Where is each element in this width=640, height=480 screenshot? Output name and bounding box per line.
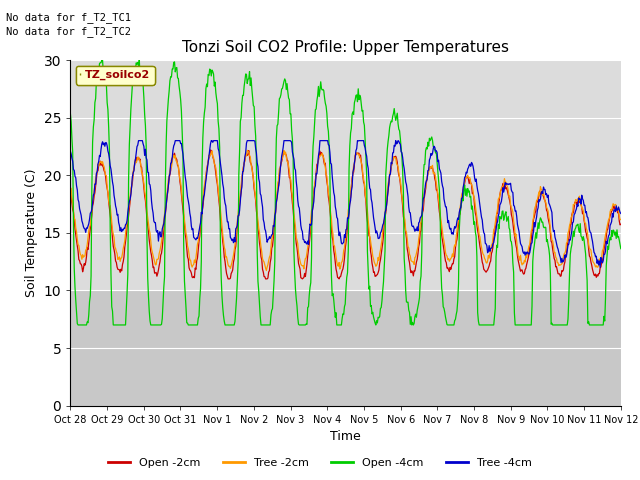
Tree -2cm bbox=[218, 223, 226, 228]
Open -2cm bbox=[207, 147, 214, 153]
Y-axis label: Soil Temperature (C): Soil Temperature (C) bbox=[25, 168, 38, 297]
Tree -2cm bbox=[617, 217, 625, 223]
Tree -4cm bbox=[67, 148, 74, 154]
Tree -2cm bbox=[430, 170, 438, 176]
Open -4cm bbox=[617, 246, 625, 252]
Open -2cm bbox=[133, 155, 141, 160]
Title: Tonzi Soil CO2 Profile: Upper Temperatures: Tonzi Soil CO2 Profile: Upper Temperatur… bbox=[182, 40, 509, 55]
Open -2cm bbox=[77, 261, 84, 267]
Tree -4cm bbox=[190, 234, 198, 240]
Tree -2cm bbox=[77, 252, 84, 257]
Open -4cm bbox=[75, 322, 83, 328]
Open -2cm bbox=[67, 187, 74, 193]
Open -2cm bbox=[617, 221, 625, 227]
Tree -4cm bbox=[134, 138, 142, 144]
Text: No data for f_T2_TC2: No data for f_T2_TC2 bbox=[6, 26, 131, 37]
Tree -4cm bbox=[133, 144, 141, 149]
Open -2cm bbox=[224, 276, 232, 282]
Tree -2cm bbox=[189, 262, 196, 268]
Line: Open -4cm: Open -4cm bbox=[70, 60, 621, 325]
Open -4cm bbox=[220, 313, 227, 319]
Tree -4cm bbox=[596, 264, 604, 270]
Legend: Open -2cm, Tree -2cm, Open -4cm, Tree -4cm: Open -2cm, Tree -2cm, Open -4cm, Tree -4… bbox=[104, 453, 536, 472]
Legend: TZ_soilco2: TZ_soilco2 bbox=[76, 66, 154, 84]
Tree -2cm bbox=[67, 185, 74, 191]
Tree -2cm bbox=[262, 268, 270, 274]
Open -2cm bbox=[414, 251, 422, 257]
Line: Open -2cm: Open -2cm bbox=[70, 150, 621, 279]
Tree -4cm bbox=[617, 211, 625, 216]
Open -4cm bbox=[67, 111, 74, 117]
Open -2cm bbox=[219, 239, 227, 244]
Open -4cm bbox=[77, 322, 85, 328]
X-axis label: Time: Time bbox=[330, 430, 361, 443]
Open -4cm bbox=[414, 304, 422, 310]
Bar bbox=[70, 290, 621, 406]
Line: Tree -4cm: Tree -4cm bbox=[70, 141, 621, 267]
Tree -4cm bbox=[413, 224, 421, 230]
Open -4cm bbox=[134, 63, 142, 69]
Tree -2cm bbox=[414, 244, 422, 250]
Tree -4cm bbox=[429, 146, 437, 152]
Tree -2cm bbox=[243, 147, 251, 153]
Open -4cm bbox=[191, 322, 198, 328]
Open -2cm bbox=[189, 275, 196, 280]
Open -4cm bbox=[98, 57, 106, 63]
Open -2cm bbox=[430, 169, 438, 175]
Open -4cm bbox=[430, 146, 438, 152]
Tree -2cm bbox=[133, 157, 141, 163]
Tree -4cm bbox=[219, 181, 227, 187]
Line: Tree -2cm: Tree -2cm bbox=[70, 150, 621, 271]
Tree -4cm bbox=[77, 209, 84, 215]
Text: No data for f_T2_TC1: No data for f_T2_TC1 bbox=[6, 12, 131, 23]
